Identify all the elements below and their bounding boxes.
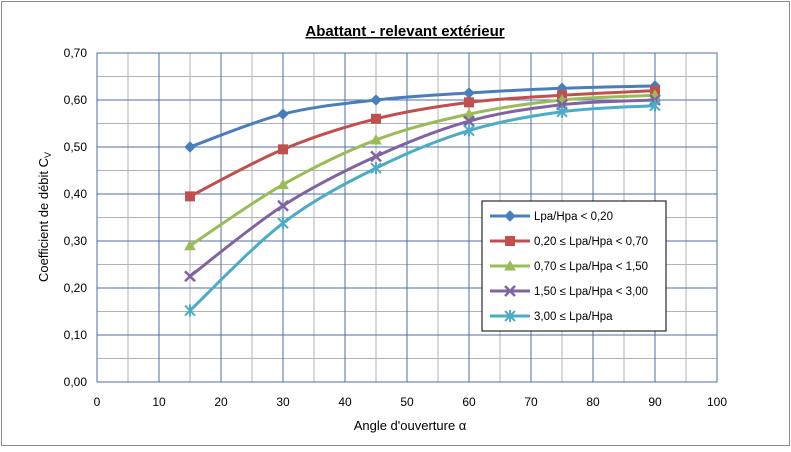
- data-point-marker: [184, 304, 196, 317]
- data-point-marker: [277, 178, 289, 190]
- data-point-marker: [370, 150, 382, 163]
- legend-label: 0,20 ≤ Lpa/Hpa < 0,70: [534, 236, 648, 248]
- y-tick-label: 0,70: [64, 46, 88, 60]
- tick-layer: 0 10 20 30 40 50 60 70 80 90 100 0,00 0,10 0,20 0,30 0,…: [64, 46, 728, 409]
- legend-label: Lpa/Hpa < 0,20: [534, 211, 613, 223]
- series-line: [189, 84, 656, 149]
- data-point-marker: [184, 270, 196, 283]
- series-line: [189, 98, 656, 278]
- legend: Lpa/Hpa < 0,20 0,20 ≤ Lpa/Hpa < 0,70 0,70 …: [481, 200, 667, 332]
- y-axis-title-subscript: V: [43, 152, 53, 158]
- chart-title: Abattant - relevant extérieur: [305, 23, 504, 40]
- x-axis-title: Angle d'ouverture α: [354, 418, 467, 433]
- x-tick-label: 70: [524, 395, 538, 409]
- series-line: [189, 93, 656, 247]
- x-tick-label: 50: [400, 395, 414, 409]
- data-point-marker: [505, 236, 515, 246]
- legend-item: Lpa/Hpa < 0,20: [490, 210, 613, 223]
- data-point-marker: [504, 285, 516, 297]
- x-tick-label: 60: [462, 395, 476, 409]
- data-point-marker: [556, 105, 568, 118]
- y-axis-title: Coefficient de débit CV: [36, 152, 53, 282]
- y-axis-title-main: Coefficient de débit C: [36, 158, 51, 282]
- data-point-marker: [185, 191, 195, 202]
- y-tick-label: 0,30: [64, 234, 88, 248]
- data-point-marker: [278, 144, 288, 155]
- data-point-marker: [464, 97, 474, 108]
- data-point-marker: [504, 259, 516, 271]
- data-point-marker: [463, 124, 475, 137]
- y-tick-label: 0,00: [64, 375, 88, 389]
- y-tick-label: 0,40: [64, 187, 88, 201]
- legend-item: 0,70 ≤ Lpa/Hpa < 1,50: [490, 259, 648, 273]
- data-point-marker: [277, 199, 289, 212]
- legend-label: 1,50 ≤ Lpa/Hpa < 3,00: [534, 286, 648, 298]
- legend-item: 0,20 ≤ Lpa/Hpa < 0,70: [490, 236, 648, 248]
- y-tick-label: 0,20: [64, 281, 88, 295]
- x-tick-label: 80: [586, 395, 600, 409]
- x-tick-label: 10: [152, 395, 166, 409]
- x-tick-label: 40: [338, 395, 352, 409]
- x-tick-label: 0: [94, 395, 101, 409]
- x-tick-label: 30: [276, 395, 290, 409]
- legend-label: 3,00 ≤ Lpa/Hpa: [534, 311, 613, 323]
- legend-item: 1,50 ≤ Lpa/Hpa < 3,00: [490, 285, 648, 298]
- data-point-marker: [370, 133, 382, 145]
- legend-item: 3,00 ≤ Lpa/Hpa: [490, 310, 613, 323]
- data-point-marker: [463, 108, 475, 119]
- data-point-marker: [370, 94, 382, 106]
- data-point-marker: [649, 99, 661, 112]
- series-layer: [184, 80, 661, 317]
- data-point-marker: [504, 310, 516, 322]
- data-point-marker: [277, 108, 289, 120]
- data-point-marker: [184, 141, 196, 153]
- x-tick-label: 90: [648, 395, 662, 409]
- y-tick-label: 0,50: [64, 140, 88, 154]
- x-tick-label: 20: [214, 395, 228, 409]
- y-tick-label: 0,10: [64, 328, 88, 342]
- series-line: [188, 104, 656, 312]
- x-tick-label: 100: [707, 395, 727, 409]
- data-point-marker: [371, 113, 381, 124]
- y-tick-label: 0,60: [64, 93, 88, 107]
- series-line: [189, 89, 656, 198]
- legend-label: 0,70 ≤ Lpa/Hpa < 1,50: [534, 261, 648, 273]
- data-point-marker: [504, 210, 516, 222]
- data-point-marker: [463, 115, 475, 128]
- data-point-marker: [370, 162, 382, 175]
- data-point-marker: [277, 217, 289, 230]
- series-5: [184, 99, 661, 317]
- data-point-marker: [184, 239, 196, 251]
